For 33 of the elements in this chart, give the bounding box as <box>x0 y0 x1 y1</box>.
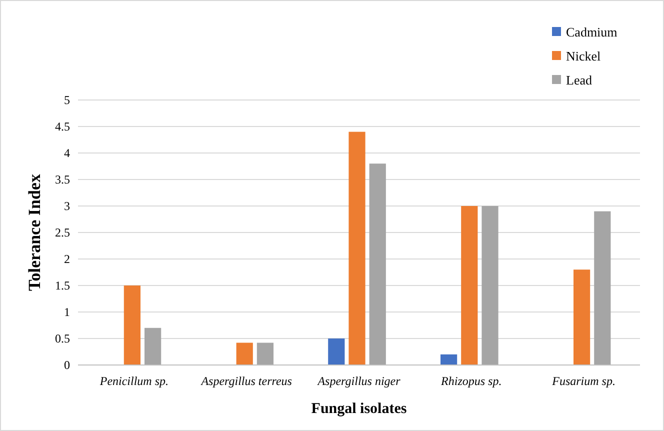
bar <box>256 342 274 365</box>
y-tick-label: 2.5 <box>55 226 70 240</box>
x-axis-title: Fungal isolates <box>311 401 407 417</box>
x-tick-label: Fusarium sp. <box>551 374 616 388</box>
y-tick-label: 0.5 <box>55 332 70 346</box>
y-tick-label: 3.5 <box>55 172 70 187</box>
bar <box>369 164 386 365</box>
x-tick-label: Rhizopus sp. <box>440 374 502 388</box>
bar <box>440 354 458 365</box>
x-tick-label: Aspergillus niger <box>316 374 401 388</box>
bar <box>461 206 478 365</box>
y-tick-label: 1 <box>64 305 70 320</box>
legend-label: Lead <box>566 72 592 88</box>
x-tick-label: Aspergillus terreus <box>200 374 292 388</box>
y-tick-label: 4 <box>64 146 70 160</box>
y-tick-label: 0 <box>64 358 70 372</box>
bar <box>124 286 141 365</box>
y-tick-label: 4.5 <box>55 120 70 134</box>
y-tick-label: 5 <box>64 93 70 108</box>
bar <box>594 211 611 365</box>
legend-label: Nickel <box>566 48 602 64</box>
bar <box>236 342 253 365</box>
y-axis-title: Tolerance Index <box>25 174 44 291</box>
y-tick-label: 1.5 <box>55 278 70 293</box>
y-tick-label: 3 <box>64 199 70 214</box>
y-tick-label: 2 <box>64 252 70 266</box>
bar <box>144 328 162 365</box>
x-tick-label: Penicillum sp. <box>98 374 169 388</box>
bar <box>348 132 366 365</box>
legend-label: Cadmium <box>566 24 618 40</box>
bar <box>573 270 590 365</box>
bar <box>482 206 498 365</box>
bar <box>328 338 345 365</box>
